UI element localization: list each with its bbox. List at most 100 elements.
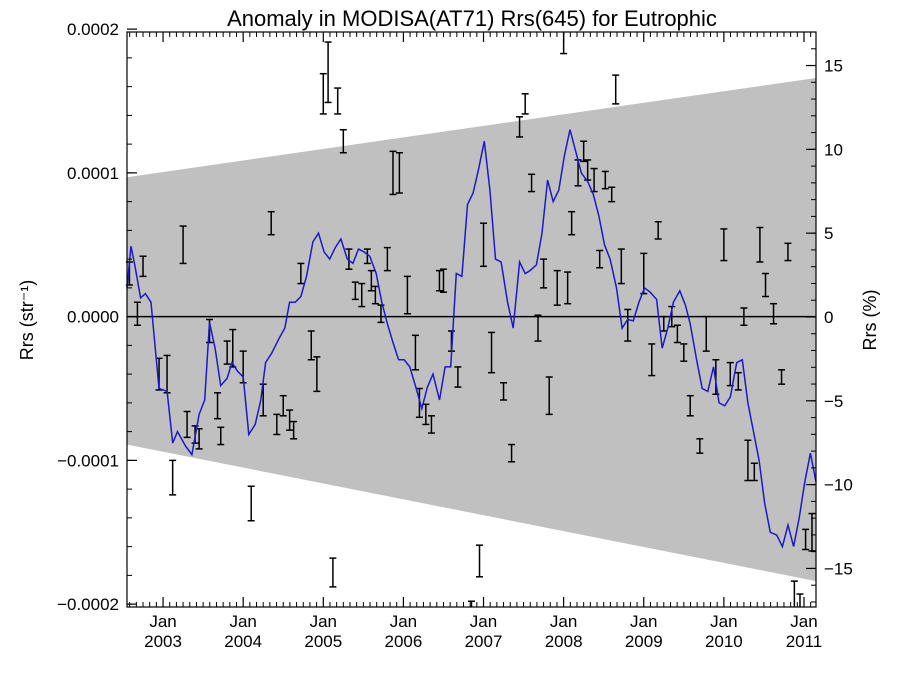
errorbar-point [756, 226, 764, 263]
errorbar-point [371, 285, 379, 305]
errorbar-point [480, 222, 488, 268]
errorbar-point [183, 410, 191, 439]
y-axis-left-label: Rrs (str⁻¹) [17, 280, 37, 360]
errorbar-point [223, 340, 231, 365]
y-right-tick-label: −5 [824, 392, 843, 411]
x-tick-year-label: 2010 [705, 632, 743, 651]
anomaly-line [126, 129, 817, 549]
errorbar-point [516, 116, 524, 138]
x-tick-year-label: 2009 [625, 632, 663, 651]
errorbar-point [750, 462, 758, 482]
errorbar-point [654, 221, 662, 240]
errorbar-point [553, 269, 561, 306]
errorbar-point [673, 324, 681, 344]
errorbar-point [279, 394, 287, 417]
errorbar-point [640, 252, 648, 295]
x-tick-month-label: Jan [390, 612, 417, 631]
errorbar-point [744, 439, 752, 482]
y-left-tick-label: 0.0000 [67, 308, 119, 327]
errorbar-point [784, 242, 792, 262]
chart-title: Anomaly in MODISA(AT71) Rrs(645) for Eut… [227, 6, 717, 31]
errorbar-point [427, 415, 435, 434]
x-tick-month-label: Jan [149, 612, 176, 631]
errorbar-point [596, 249, 604, 269]
errorbar-point [139, 255, 147, 278]
errorbar-point [696, 438, 704, 454]
errorbar-point [500, 382, 508, 401]
errorbar-point [648, 343, 656, 377]
errorbar-point [488, 331, 496, 374]
errorbar-point [133, 301, 141, 326]
errorbar-point [367, 269, 375, 292]
errorbar-point [778, 369, 786, 385]
errorbar-point [608, 186, 616, 203]
errorbar-point [545, 376, 553, 416]
errorbar-point [435, 269, 443, 292]
errorbar-point [351, 281, 359, 301]
errorbar-point [439, 268, 447, 293]
errorbar-point [790, 580, 798, 607]
errorbar-point [584, 159, 592, 181]
errorbar-point [734, 371, 742, 391]
y-left-tick-label: 0.0002 [67, 20, 119, 39]
errorbar-point [808, 512, 816, 552]
errorbar-point [454, 366, 462, 388]
errorbar-point [534, 314, 542, 342]
errorbar-point [363, 248, 371, 265]
y-left-tick-label: −0.0001 [57, 451, 119, 470]
line-series-layer [126, 129, 817, 549]
errorbar-point [297, 262, 305, 285]
y-left-tick-label: 0.0001 [67, 164, 119, 183]
x-tick-month-label: Jan [310, 612, 337, 631]
errorbar-point [601, 170, 609, 190]
errorbar-point [217, 426, 225, 446]
errorbar-point [617, 248, 625, 285]
errorbar-point [411, 334, 419, 371]
errorbar-point [660, 315, 668, 332]
errorbar-point [307, 330, 315, 361]
uncertainty-band-layer [127, 78, 816, 582]
y-axis-right-label: Rrs (%) [860, 290, 880, 351]
x-tick-month-label: Jan [630, 612, 657, 631]
x-tick-year-label: 2008 [545, 632, 583, 651]
y-left-tick-label: −0.0002 [57, 595, 119, 614]
errorbar-point [802, 528, 810, 551]
x-tick-month-label: Jan [790, 612, 817, 631]
errorbar-point [319, 72, 327, 115]
errorbar-point [528, 173, 536, 193]
x-tick-year-label: 2006 [384, 632, 422, 651]
errorbar-point [214, 392, 222, 420]
errorbar-point [476, 544, 484, 578]
y-right-tick-label: 10 [824, 140, 843, 159]
errorbar-point [540, 258, 548, 289]
x-tick-year-label: 2007 [465, 632, 503, 651]
errorbar-point [580, 140, 588, 163]
errorbar-point [770, 302, 778, 325]
x-tick-year-label: 2003 [144, 632, 182, 651]
errorbar-point [403, 275, 411, 315]
x-tick-month-label: Jan [550, 612, 577, 631]
x-tick-year-label: 2004 [224, 632, 262, 651]
errorbar-point [796, 593, 804, 607]
errorbar-point [383, 246, 391, 272]
plot-frame [126, 31, 817, 608]
errorbar-point [273, 413, 281, 436]
y-right-tick-label: −10 [824, 476, 853, 495]
errorbar-point [334, 87, 342, 115]
errorbar-point [286, 409, 294, 431]
y-right-tick-label: 0 [824, 308, 833, 327]
y-right-tick-label: −15 [824, 559, 853, 578]
x-tick-year-label: 2005 [304, 632, 342, 651]
x-tick-month-label: Jan [710, 612, 737, 631]
errorbar-point [179, 225, 187, 265]
errorbar-point [508, 443, 516, 463]
y-right-tick-label: 5 [824, 224, 833, 243]
errorbar-point [740, 307, 748, 326]
errorbar-point [468, 600, 475, 607]
errorbar-point [415, 387, 423, 418]
errorbar-point [324, 41, 332, 104]
errorbar-point [702, 315, 710, 352]
errorbar-point [720, 228, 728, 262]
errorbar-point [339, 129, 347, 154]
axis-ticks-layer: 0.0002 0.0001 0.0000 −0.0001 −0.0002 15 10 5 0 −5… [57, 20, 853, 651]
